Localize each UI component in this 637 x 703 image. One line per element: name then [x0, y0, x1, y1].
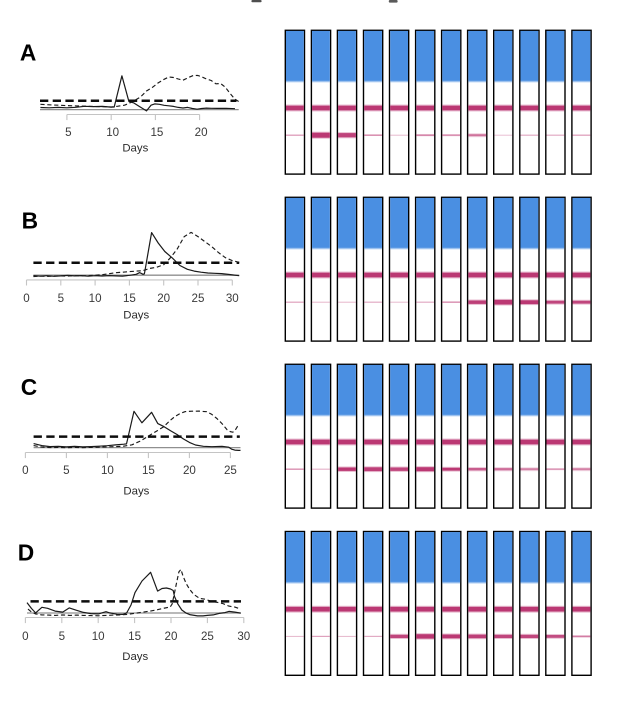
svg-text:25: 25	[192, 292, 205, 305]
svg-text:20: 20	[195, 126, 208, 139]
svg-text:30: 30	[237, 630, 250, 643]
svg-text:5: 5	[58, 292, 64, 305]
svg-text:25: 25	[224, 464, 237, 477]
svg-text:A: A	[20, 40, 36, 66]
svg-text:0: 0	[22, 630, 28, 643]
svg-text:5: 5	[65, 126, 71, 139]
svg-text:25: 25	[201, 630, 214, 643]
svg-text:5: 5	[59, 630, 65, 643]
svg-text:15: 15	[123, 292, 136, 305]
svg-text:10: 10	[106, 126, 119, 139]
svg-text:15: 15	[142, 464, 155, 477]
svg-text:B: B	[22, 207, 38, 233]
svg-text:20: 20	[165, 630, 178, 643]
svg-text:Days: Days	[122, 142, 148, 154]
svg-text:15: 15	[150, 126, 163, 139]
svg-text:Days: Days	[123, 486, 149, 498]
svg-text:0: 0	[23, 292, 29, 305]
svg-text:20: 20	[157, 292, 170, 305]
svg-text:Days: Days	[123, 310, 149, 322]
svg-text:Days: Days	[122, 651, 148, 663]
svg-text:30: 30	[226, 292, 239, 305]
svg-text:10: 10	[101, 464, 114, 477]
svg-text:C: C	[21, 374, 37, 400]
svg-text:10: 10	[89, 292, 102, 305]
svg-text:20: 20	[183, 464, 196, 477]
svg-text:D: D	[18, 540, 34, 566]
svg-text:0: 0	[22, 464, 28, 477]
svg-text:5: 5	[63, 464, 69, 477]
svg-text:15: 15	[128, 630, 141, 643]
svg-text:10: 10	[92, 630, 105, 643]
